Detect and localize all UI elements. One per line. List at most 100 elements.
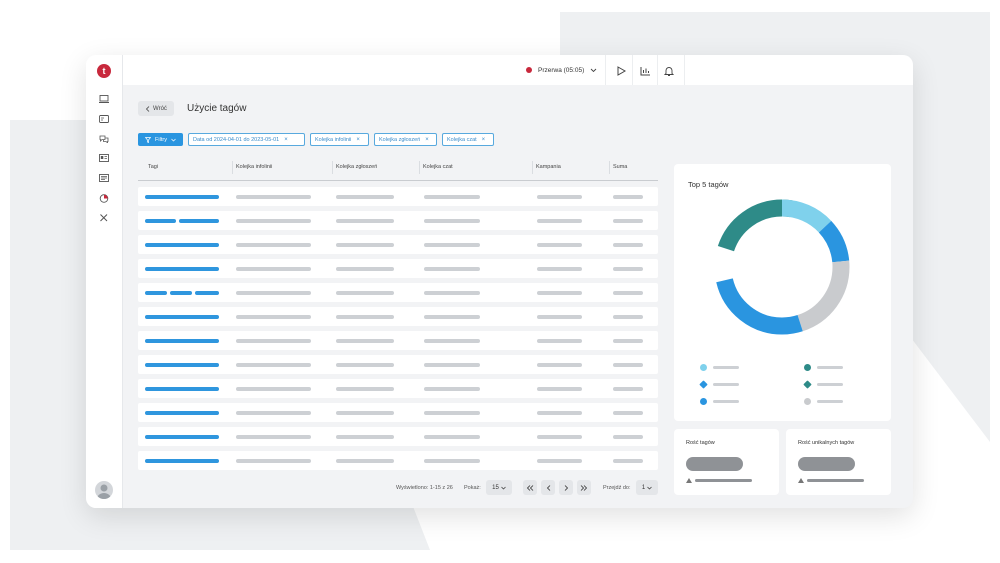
cell-placeholder xyxy=(236,435,311,439)
break-status[interactable]: Przerwa (05:05) xyxy=(526,64,597,76)
legend-item xyxy=(803,380,843,389)
legend-dot xyxy=(804,364,811,371)
tag-placeholder xyxy=(145,459,219,463)
list-icon[interactable] xyxy=(99,174,109,182)
cell-placeholder xyxy=(424,267,480,271)
page-title: Użycie tagów xyxy=(187,103,247,114)
table-row[interactable] xyxy=(138,187,658,206)
column-header-infolinia[interactable]: Kolejka infolinii xyxy=(236,164,273,170)
cell-placeholder xyxy=(424,291,480,295)
filter-chip-czat[interactable]: Kolejka czat × xyxy=(442,133,494,146)
monitor-icon[interactable] xyxy=(99,95,109,103)
last-page-button[interactable] xyxy=(577,480,591,495)
filter-chip-infolinia[interactable]: Kolejka infolinii × xyxy=(310,133,369,146)
page-size-value: 15 xyxy=(492,484,499,491)
filter-chip-label: Data od 2024-04-01 do 2023-05-01 xyxy=(193,136,280,143)
donut-segment xyxy=(714,199,850,335)
filter-icon xyxy=(145,136,152,143)
cell-placeholder xyxy=(236,459,311,463)
legend-dot xyxy=(700,398,707,405)
table-row[interactable] xyxy=(138,403,658,422)
sidebar: t xyxy=(86,55,123,508)
table-row[interactable] xyxy=(138,379,658,398)
cell-placeholder xyxy=(613,219,643,223)
legend-item xyxy=(699,380,739,389)
stat-value-placeholder xyxy=(798,457,855,471)
bell-icon[interactable] xyxy=(663,64,675,76)
close-icon[interactable]: × xyxy=(356,136,360,143)
first-page-button[interactable] xyxy=(523,480,537,495)
back-button-label: Wróć xyxy=(153,105,167,112)
cell-placeholder xyxy=(424,243,480,247)
cell-placeholder xyxy=(613,291,643,295)
table-row[interactable] xyxy=(138,235,658,254)
stat-trend-placeholder xyxy=(807,479,864,482)
cell-placeholder xyxy=(236,267,311,271)
back-button[interactable]: Wróć xyxy=(138,101,174,116)
table-row[interactable] xyxy=(138,427,658,446)
chevron-down-icon xyxy=(647,486,652,489)
filter-chip-label: Kolejka zgłoszeń xyxy=(379,136,421,143)
pagination-summary: Wyświetlono: 1-15 z 26 xyxy=(396,484,453,491)
page-size-select[interactable]: 15 xyxy=(486,480,512,495)
contacts-icon[interactable] xyxy=(99,115,109,123)
cell-placeholder xyxy=(424,339,480,343)
table-row[interactable] xyxy=(138,331,658,350)
reports-icon[interactable] xyxy=(99,194,109,203)
column-header-tags[interactable]: Tagi xyxy=(148,164,159,170)
cell-placeholder xyxy=(424,219,480,223)
column-header-zgloszenia[interactable]: Kolejka zgłoszeń xyxy=(336,164,378,170)
chat-icon[interactable] xyxy=(99,135,109,143)
cell-placeholder xyxy=(537,219,582,223)
column-header-kampania[interactable]: Kampania xyxy=(536,164,561,170)
tag-placeholder xyxy=(145,243,219,247)
close-icon[interactable]: × xyxy=(425,136,429,143)
chevron-left-icon xyxy=(145,105,150,112)
goto-page-select[interactable]: 1 xyxy=(636,480,658,495)
id-card-icon[interactable] xyxy=(99,154,109,162)
cell-placeholder xyxy=(424,195,480,199)
legend-placeholder xyxy=(817,383,843,386)
filter-chip-label: Kolejka czat xyxy=(447,136,477,143)
column-divider xyxy=(419,161,420,174)
table-row[interactable] xyxy=(138,355,658,374)
legend-dot xyxy=(699,380,708,389)
cell-placeholder xyxy=(336,411,394,415)
close-icon[interactable]: × xyxy=(284,136,288,143)
table-row[interactable] xyxy=(138,211,658,230)
stats-icon[interactable] xyxy=(639,64,651,76)
logo-icon[interactable]: t xyxy=(97,64,111,78)
tag-placeholder xyxy=(145,195,219,199)
top-tags-card: Top 5 tagów xyxy=(674,164,891,421)
stat-trend-placeholder xyxy=(695,479,752,482)
table-row[interactable] xyxy=(138,307,658,326)
tag-placeholder xyxy=(145,291,167,295)
filter-chip-date[interactable]: Data od 2024-04-01 do 2023-05-01 × xyxy=(188,133,305,146)
next-page-button[interactable] xyxy=(559,480,573,495)
cell-placeholder xyxy=(613,411,643,415)
tools-icon[interactable] xyxy=(99,213,109,222)
cell-placeholder xyxy=(613,339,643,343)
double-chevron-left-icon xyxy=(526,484,534,491)
goto-page-label: Przejdź do: xyxy=(603,484,631,491)
avatar[interactable] xyxy=(95,481,113,499)
table-row[interactable] xyxy=(138,283,658,302)
play-icon[interactable] xyxy=(615,64,627,76)
cell-placeholder xyxy=(537,411,582,415)
filters-button[interactable]: Filtry xyxy=(138,133,183,146)
goto-page-value: 1 xyxy=(641,484,646,491)
tag-placeholder xyxy=(145,219,176,223)
cell-placeholder xyxy=(336,459,394,463)
column-header-czat[interactable]: Kolejka czat xyxy=(423,164,453,170)
cell-placeholder xyxy=(236,387,311,391)
cell-placeholder xyxy=(336,291,394,295)
table-row[interactable] xyxy=(138,259,658,278)
legend-placeholder xyxy=(817,400,843,403)
table-row[interactable] xyxy=(138,451,658,470)
prev-page-button[interactable] xyxy=(541,480,555,495)
column-header-suma[interactable]: Suma xyxy=(613,164,628,170)
close-icon[interactable]: × xyxy=(481,136,486,143)
cell-placeholder xyxy=(537,387,582,391)
filter-chip-zgloszenia[interactable]: Kolejka zgłoszeń × xyxy=(374,133,437,146)
double-chevron-right-icon xyxy=(580,484,588,491)
